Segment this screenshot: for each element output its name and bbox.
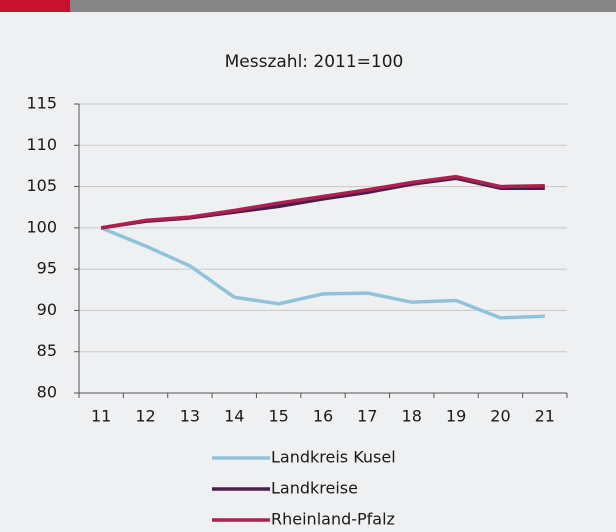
- series-line: [100, 174, 545, 230]
- series-line: [100, 226, 545, 320]
- y-tick-label: 80: [37, 383, 57, 402]
- header-bar: [70, 0, 616, 12]
- y-tick-label: 85: [37, 341, 57, 360]
- chart-title: Messzahl: 2011=100: [225, 52, 404, 72]
- x-tick-label: 18: [402, 407, 422, 426]
- x-tick-label: 14: [224, 407, 244, 426]
- y-tick-label: 100: [26, 217, 57, 236]
- y-tick-label: 105: [26, 176, 57, 195]
- y-tick-label: 90: [37, 300, 57, 319]
- x-tick-label: 16: [313, 407, 333, 426]
- legend-label: Landkreis Kusel: [271, 448, 396, 467]
- y-tick-label: 95: [37, 259, 57, 278]
- x-tick-label: 15: [268, 407, 288, 426]
- legend-label: Rheinland-Pfalz: [271, 510, 395, 529]
- y-tick-label: 115: [26, 94, 57, 113]
- x-tick-label: 17: [357, 407, 377, 426]
- x-tick-label: 21: [535, 407, 555, 426]
- header-accent: [0, 0, 70, 12]
- y-tick-label: 110: [26, 135, 57, 154]
- x-tick-label: 13: [180, 407, 200, 426]
- legend-label: Landkreise: [271, 479, 358, 498]
- x-tick-label: 11: [91, 407, 111, 426]
- x-tick-label: 20: [490, 407, 510, 426]
- x-tick-label: 12: [135, 407, 155, 426]
- x-tick-label: 19: [446, 407, 466, 426]
